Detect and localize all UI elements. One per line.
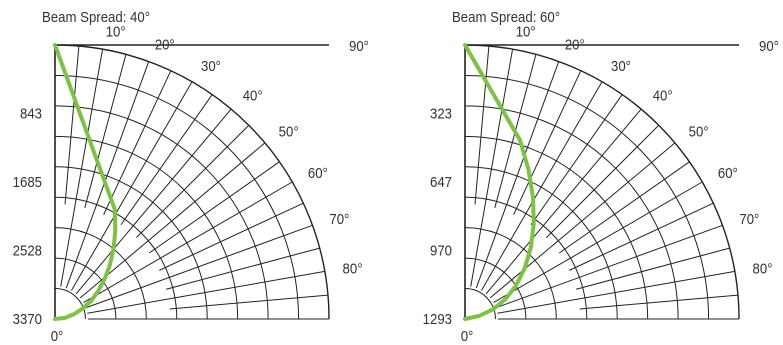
grid-spoke — [159, 202, 304, 271]
angle-tick-label: 0° — [51, 327, 64, 344]
grid-spoke — [103, 70, 172, 215]
grid-spoke — [474, 45, 490, 205]
grid-spoke — [65, 61, 150, 289]
angle-tick-label: 70° — [739, 210, 759, 227]
grid-arc — [54, 257, 117, 320]
grid-spoke — [60, 49, 104, 287]
angle-tick-label: 60° — [718, 164, 738, 181]
angle-tick-label: 80° — [753, 259, 773, 276]
grid-spoke — [475, 61, 560, 289]
grid-spoke — [83, 181, 293, 303]
grid-spoke — [71, 81, 193, 291]
radial-tick-label: 1685 — [13, 173, 42, 190]
grid-spoke — [166, 247, 320, 290]
grid-spoke — [497, 270, 735, 314]
polar-chart-right: Beam Spread: 60° 0° 10° 20° 30° 40° 50° 60° 70°… — [410, 0, 783, 345]
angle-tick-label: 10° — [106, 23, 126, 40]
grid-spoke — [75, 108, 232, 295]
candela-curve — [53, 43, 118, 321]
angle-tick-label: 50° — [689, 123, 709, 140]
radial-tick-label: 970 — [430, 242, 452, 259]
radial-tick-label: 647 — [430, 173, 452, 190]
angle-tick-label: 20° — [565, 36, 585, 53]
angle-tick-label: 70° — [329, 210, 349, 227]
angle-tick-label: 40° — [653, 87, 673, 104]
polar-chart-left: Beam Spread: 40° 0° 10° 20° 30° 40° 50° 60° 70°… — [0, 0, 380, 345]
polar-plot: 0° 10° 20° 30° 40° 50° 60° 70° 80° 90° 843 1685 2528… — [13, 23, 369, 345]
grid-arc — [464, 257, 527, 320]
grid-spoke — [169, 294, 329, 310]
radial-tick-label: 323 — [430, 105, 452, 122]
grid-spoke — [546, 124, 660, 238]
grid-spoke — [85, 224, 313, 309]
grid-spoke — [470, 49, 514, 287]
grid-spoke — [558, 161, 690, 254]
grid-spoke — [87, 270, 325, 314]
radial-tick-label: 1293 — [423, 310, 452, 327]
angle-tick-label: 90° — [349, 37, 369, 54]
grid-spoke — [513, 70, 582, 215]
angle-tick-label: 60° — [308, 164, 328, 181]
grid-spoke — [489, 142, 676, 299]
grid-spoke — [530, 94, 623, 226]
grid-spoke — [79, 142, 266, 299]
angle-tick-label: 90° — [759, 37, 779, 54]
grid-arc — [54, 227, 147, 320]
angle-tick-label: 30° — [201, 57, 221, 74]
grid-arc — [54, 288, 86, 320]
grid-spoke — [485, 108, 642, 295]
angle-tick-label: 10° — [516, 23, 536, 40]
grid-spoke — [84, 54, 127, 208]
angle-tick-label: 20° — [155, 36, 175, 53]
grid-spoke — [569, 202, 714, 271]
grid-spoke — [148, 161, 280, 254]
radial-tick-label: 843 — [20, 105, 42, 122]
grid-spoke — [481, 81, 603, 291]
chart-title: Beam Spread: 60° — [452, 9, 561, 26]
angle-tick-label: 50° — [279, 123, 299, 140]
grid-spoke — [576, 247, 730, 290]
candela-curve — [463, 43, 536, 321]
grid-spoke — [579, 294, 739, 310]
grid-spoke — [495, 224, 723, 309]
grid-spoke — [64, 45, 80, 205]
angle-tick-label: 0° — [461, 327, 474, 344]
angle-tick-label: 80° — [343, 259, 363, 276]
radial-tick-label: 3370 — [13, 310, 42, 327]
radial-tick-label: 2528 — [13, 242, 42, 259]
chart-title: Beam Spread: 40° — [42, 9, 151, 26]
polar-plot: 0° 10° 20° 30° 40° 50° 60° 70° 80° 90° 323 647 970 12… — [423, 23, 779, 345]
grid-spoke — [120, 94, 213, 226]
angle-tick-label: 40° — [243, 87, 263, 104]
grid-spoke — [493, 181, 703, 303]
angle-tick-label: 30° — [611, 57, 631, 74]
grid-spoke — [136, 124, 250, 238]
grid-arc — [464, 288, 496, 320]
